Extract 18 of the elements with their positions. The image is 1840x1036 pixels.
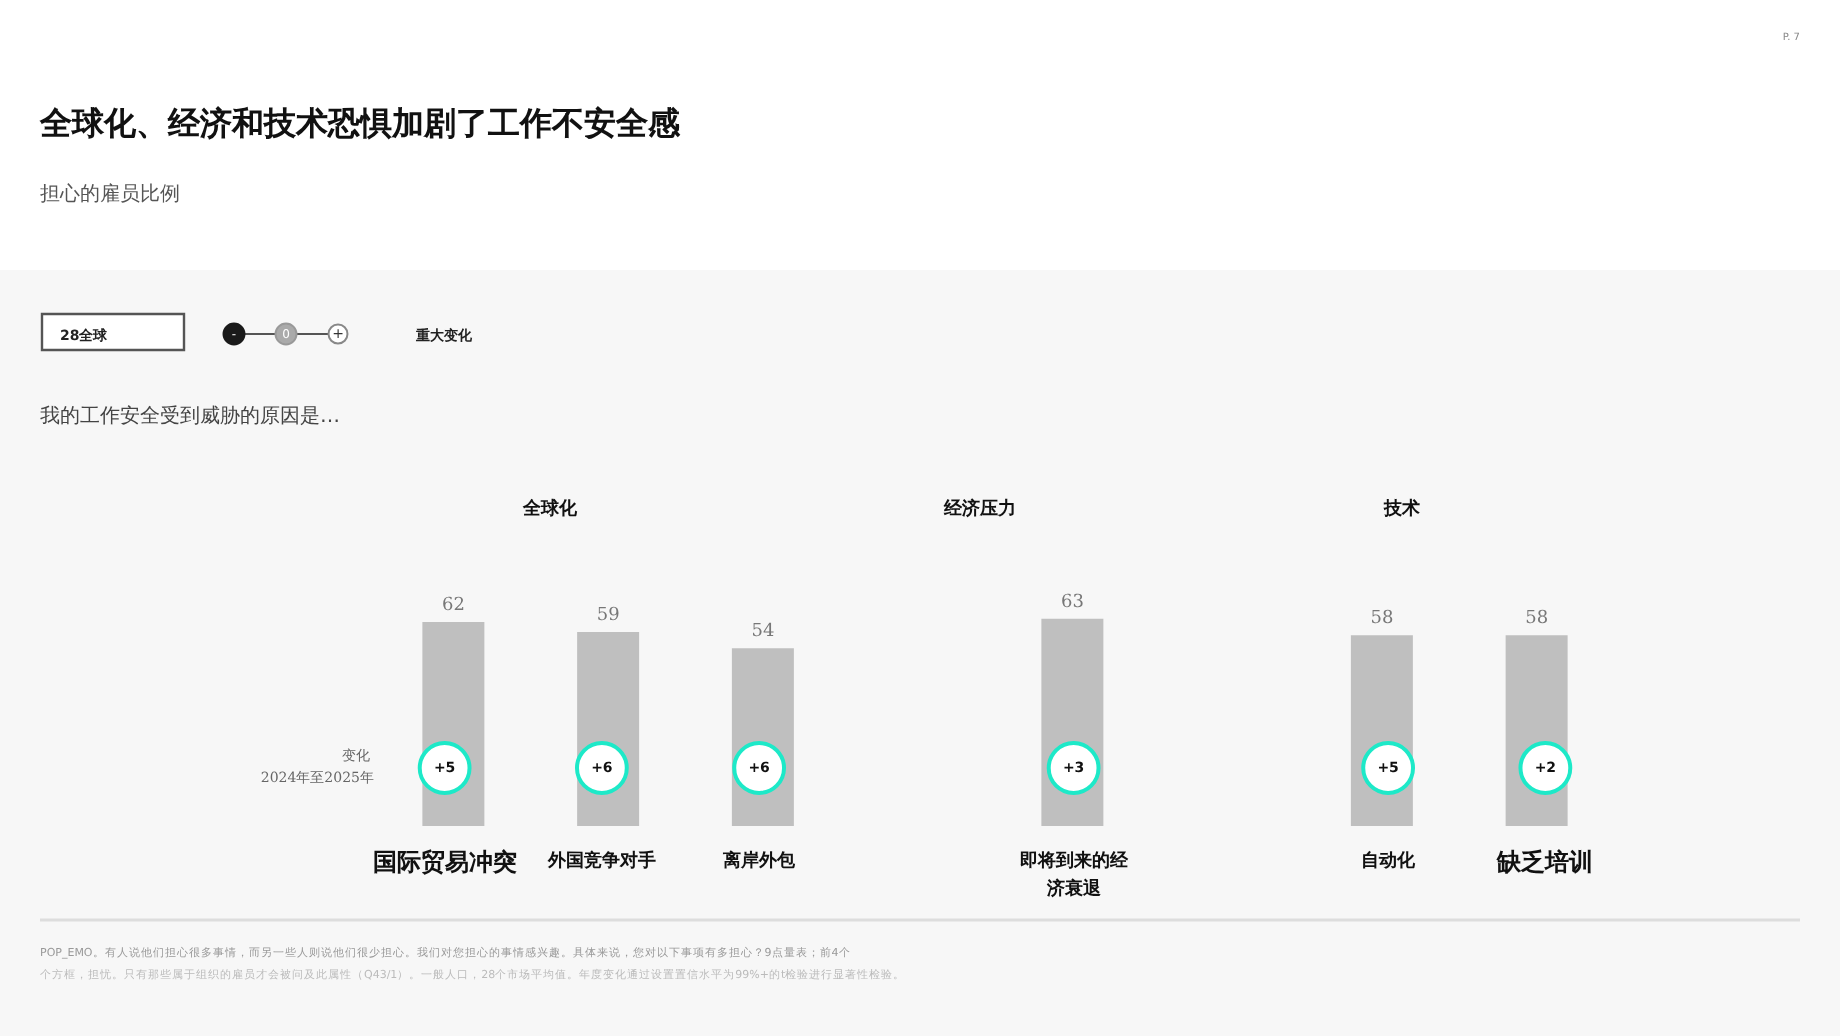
x-tick-label: 离岸外包 — [721, 850, 798, 872]
text: 担心的雇员比例 — [40, 182, 180, 206]
text: 全球化 — [521, 498, 579, 520]
text: 我的工作安全受到威胁的原因是… — [40, 404, 340, 428]
text: 经济压力 — [942, 498, 1016, 520]
x-tick-label: 国际贸易冲突 — [372, 848, 517, 876]
text: 技术 — [1382, 498, 1422, 520]
chart-title: 全球化、经济和技术恐惧加剧了工作不安全感 — [38, 104, 682, 142]
data-label: 54 — [751, 622, 775, 643]
data-label: 58 — [1525, 609, 1549, 630]
x-tick-label: 外国竞争对手 — [545, 850, 656, 872]
x-tick-label: 即将到来的经济衰退 — [1019, 850, 1130, 900]
x-tick-label: 自动化 — [1361, 850, 1418, 872]
data-label: 62 — [441, 596, 465, 617]
data-label: 58 — [1370, 609, 1394, 630]
data-label: 63 — [1060, 592, 1085, 613]
x-tick-label: 缺乏培训 — [1495, 848, 1594, 876]
data-label: 59 — [596, 605, 621, 626]
